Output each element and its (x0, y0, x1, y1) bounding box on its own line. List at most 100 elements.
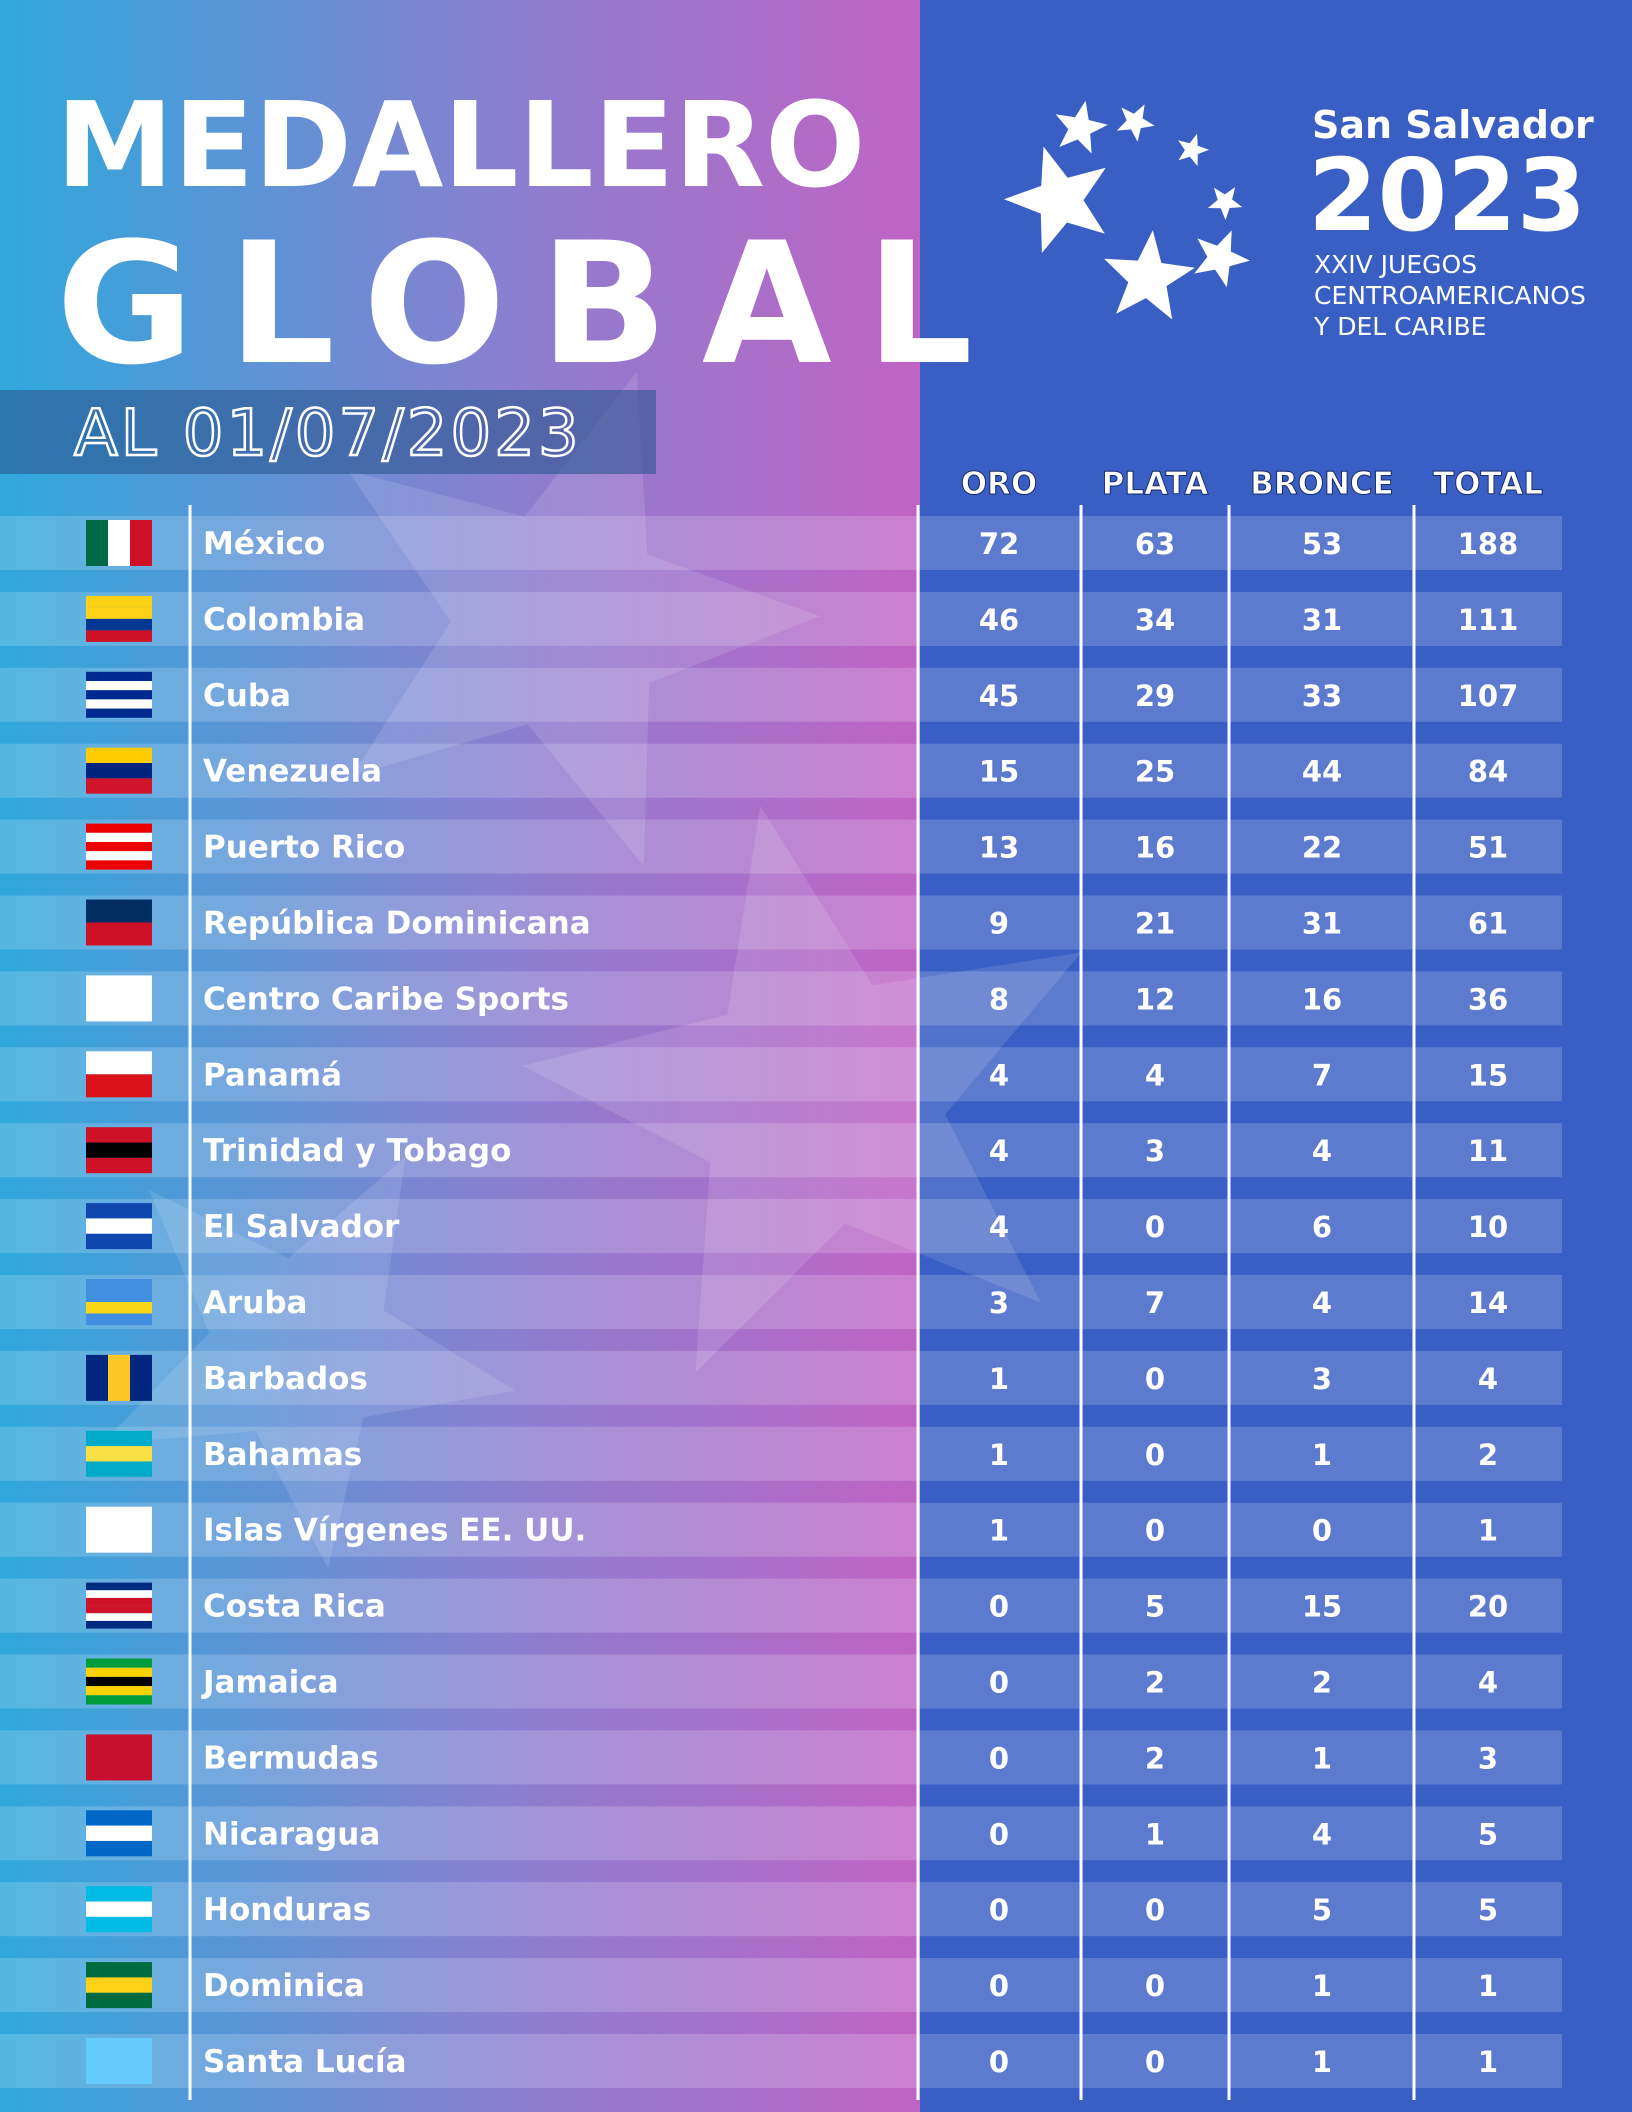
logo-year: 2023 (1308, 137, 1586, 254)
flag-stripe (86, 699, 152, 709)
flag-stripe (86, 618, 152, 631)
flag-stripe (86, 1686, 152, 1696)
country-name: Jamaica (201, 1665, 339, 1701)
medal-count: 3 (1478, 1741, 1498, 1775)
date-box (0, 390, 656, 474)
flag-stripe (86, 1734, 152, 1781)
medal-count: 29 (1135, 679, 1175, 713)
row-band (0, 1199, 1562, 1254)
flag-stripe (86, 1203, 152, 1219)
left-panel (0, 0, 920, 2112)
medal-count: 53 (1302, 527, 1342, 561)
country-name: Bahamas (203, 1437, 362, 1473)
column-header: ORO (961, 466, 1038, 502)
flag-stripe (86, 520, 108, 566)
flag-stripe (86, 1302, 152, 1314)
medal-count: 2 (1478, 1438, 1498, 1472)
medal-count: 0 (989, 2045, 1009, 2079)
flag-stripe (86, 1218, 152, 1234)
bg-star (101, 1156, 517, 1569)
medal-count: 4 (1312, 1817, 1332, 1851)
flag-stripe (86, 1446, 152, 1462)
flag-stripe (86, 1354, 108, 1401)
medal-count: 5 (1478, 1817, 1498, 1851)
medal-count: 10 (1468, 1210, 1508, 1244)
medal-count: 1 (1478, 1969, 1498, 2003)
medal-count: 0 (1145, 1362, 1165, 1396)
medal-count: 1 (989, 1362, 1009, 1396)
medal-count: 15 (1468, 1058, 1508, 1092)
flag-stripe (86, 1142, 152, 1158)
medal-count: 1 (1312, 2045, 1332, 2079)
medal-count: 3 (1312, 1362, 1332, 1396)
flag-stripe (86, 1658, 152, 1668)
date: AL 01/07/2023 (74, 397, 582, 471)
logo-star (1055, 100, 1108, 154)
country-name: Santa Lucía (203, 2044, 407, 2080)
medal-count: 31 (1302, 603, 1342, 637)
flag-stripe (86, 851, 152, 861)
right-panel (920, 0, 1632, 2112)
flag-stripe (86, 1977, 152, 1993)
medal-count: 1 (1145, 1817, 1165, 1851)
medal-count: 34 (1135, 603, 1175, 637)
row-band (0, 1730, 1562, 1785)
medal-count: 13 (979, 831, 1019, 865)
flag-stripe (86, 1051, 152, 1075)
country-name: Panamá (203, 1057, 342, 1093)
flag-stripe (108, 520, 130, 566)
flag-stripe (86, 899, 152, 923)
country-name: Venezuela (203, 754, 382, 790)
row-band (0, 1958, 1562, 2013)
row-band (0, 667, 1562, 722)
medal-count: 0 (1145, 1438, 1165, 1472)
medal-count: 0 (1145, 1514, 1165, 1548)
medal-count: 2 (1145, 1666, 1165, 1700)
country-name: Nicaragua (203, 1816, 380, 1852)
column-header: PLATA (1102, 466, 1209, 502)
flag-stripe (86, 630, 152, 642)
row-band (0, 2034, 1562, 2088)
medal-count: 9 (989, 907, 1009, 941)
medal-count: 5 (1478, 1893, 1498, 1927)
flag-stripe (86, 778, 152, 794)
flag-stripe (86, 1157, 152, 1174)
flag-stripe (86, 1506, 152, 1553)
flag-stripe (86, 832, 152, 842)
medal-count: 5 (1145, 1590, 1165, 1624)
medal-count: 4 (1312, 1286, 1332, 1320)
country-name: Barbados (203, 1361, 368, 1397)
logo-line: XXIV JUEGOS (1314, 250, 1477, 279)
flag-stripe (86, 690, 152, 700)
flag-stripe (86, 922, 152, 946)
country-name: Islas Vírgenes EE. UU. (203, 1513, 586, 1549)
flag-stripe (86, 1430, 152, 1447)
row-band (0, 895, 1562, 950)
medal-count: 7 (1312, 1058, 1332, 1092)
country-name: Bermudas (203, 1740, 379, 1776)
medal-count: 1 (1312, 1969, 1332, 2003)
medal-count: 15 (979, 755, 1019, 789)
medal-count: 1 (1478, 2045, 1498, 2079)
logo-line: Y DEL CARIBE (1313, 312, 1486, 341)
medal-count: 188 (1458, 527, 1519, 561)
flag-stripe (86, 1127, 152, 1143)
country-name: Aruba (203, 1285, 307, 1321)
row-band (0, 1426, 1562, 1481)
logo-star (1208, 187, 1243, 220)
medal-count: 0 (989, 1969, 1009, 2003)
medal-count: 6 (1312, 1210, 1332, 1244)
medal-count: 16 (1135, 831, 1175, 865)
medal-count: 4 (1312, 1134, 1332, 1168)
flag-stripe (86, 607, 152, 619)
medal-count: 4 (1478, 1362, 1498, 1396)
flag-stripe (86, 1825, 152, 1841)
title-line2: GLOBAL (56, 206, 1007, 402)
country-name: Dominica (203, 1968, 365, 2004)
flag-stripe (86, 595, 152, 608)
flag-stripe (86, 1886, 152, 1902)
medal-count: 45 (979, 679, 1019, 713)
logo-star (1194, 230, 1250, 288)
medal-count: 1 (1312, 1741, 1332, 1775)
